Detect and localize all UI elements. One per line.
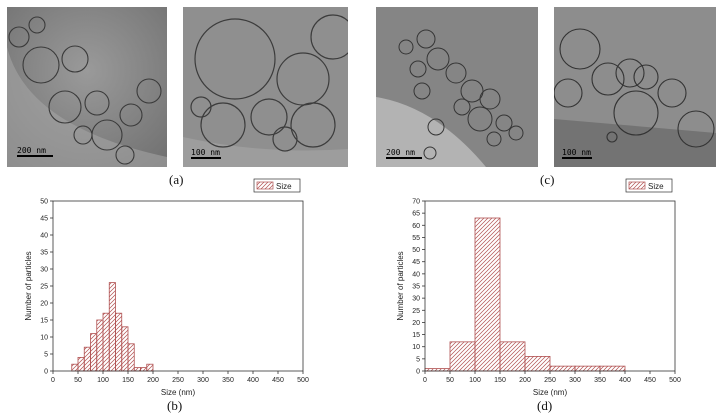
histogram-d: 0 50 100 150 200 250 300 350 400 450 500 0 5 10 15 20 25…	[360, 178, 722, 397]
micrograph-c-left-image: 200 nm	[376, 7, 538, 167]
legend-label: Size	[648, 182, 664, 191]
y-tick-label: 70	[412, 199, 420, 206]
histogram-bar	[574, 365, 601, 372]
y-tick-label: 30	[412, 296, 420, 303]
x-tick-label: 450	[644, 377, 656, 384]
histogram-bar	[90, 333, 98, 372]
y-tick-label: 45	[40, 216, 48, 223]
histogram-bar	[524, 356, 551, 372]
y-tick-label: 5	[416, 356, 420, 363]
micrograph-c-left: 200 nm	[376, 7, 538, 167]
x-tick-label: 300	[197, 377, 209, 384]
x-tick-label: 100	[97, 377, 109, 384]
x-axis-label: Size (nm)	[533, 388, 568, 397]
micrograph-a-right-image: 100 nm	[183, 7, 348, 167]
histogram-bar	[449, 341, 476, 372]
x-tick-label: 250	[172, 377, 184, 384]
micrograph-a-left-image: 200 nm	[7, 7, 167, 167]
histogram-bar	[474, 217, 501, 372]
histogram-bar	[140, 367, 148, 372]
x-tick-label: 450	[272, 377, 284, 384]
histogram-bar	[108, 282, 116, 372]
y-tick-label: 55	[412, 235, 420, 242]
histogram-bar	[133, 367, 141, 372]
x-tick-label: 350	[594, 377, 606, 384]
histogram-bar	[599, 365, 626, 372]
histogram-bar	[83, 346, 91, 372]
histogram-bar	[121, 326, 129, 372]
x-tick-label: 50	[446, 377, 454, 384]
scalebar-label: 100 nm	[562, 148, 591, 157]
panel-label-a: (a)	[169, 172, 184, 187]
x-tick-label: 150	[494, 377, 506, 384]
histogram-bar	[146, 363, 154, 372]
legend-label: Size	[276, 182, 292, 191]
histogram-bar	[115, 312, 123, 372]
x-tick-label: 500	[669, 377, 681, 384]
y-tick-label: 5	[44, 352, 48, 359]
histogram-bar	[549, 365, 576, 372]
y-tick-label: 50	[40, 199, 48, 206]
histogram-bar	[127, 343, 135, 372]
y-tick-label: 65	[412, 211, 420, 218]
y-tick-label: 40	[40, 233, 48, 240]
x-tick-label: 300	[569, 377, 581, 384]
x-tick-label: 100	[469, 377, 481, 384]
panel-label-c: (c)	[540, 172, 555, 187]
legend-swatch	[256, 181, 274, 190]
y-tick-label: 35	[412, 284, 420, 291]
x-tick-label: 200	[147, 377, 159, 384]
y-tick-label: 45	[412, 259, 420, 266]
legend-swatch	[628, 181, 646, 190]
x-tick-label: 50	[74, 377, 82, 384]
y-tick-label: 25	[40, 284, 48, 291]
y-tick-label: 15	[40, 318, 48, 325]
histogram-b: 0 50 100 150 200 250 300 350 400 450 500 0 5 10 15 20 25…	[0, 178, 360, 397]
y-tick-label: 60	[412, 223, 420, 230]
y-tick-label: 15	[412, 332, 420, 339]
scalebar-label: 100 nm	[191, 148, 220, 157]
scalebar-label: 200 nm	[17, 146, 46, 155]
x-tick-label: 350	[222, 377, 234, 384]
histogram-b-svg: 0 50 100 150 200 250 300 350 400 450 500 0 5 10 15 20 25…	[24, 178, 309, 397]
y-tick-label: 0	[44, 369, 48, 376]
micrograph-a-left: 200 nm	[7, 7, 167, 167]
histogram-bar	[77, 356, 85, 372]
y-tick-label: 50	[412, 247, 420, 254]
y-tick-label: 20	[40, 301, 48, 308]
y-tick-label: 10	[412, 344, 420, 351]
x-tick-label: 150	[122, 377, 134, 384]
y-tick-label: 20	[412, 320, 420, 327]
x-tick-label: 200	[519, 377, 531, 384]
x-tick-label: 400	[247, 377, 259, 384]
y-tick-label: 30	[40, 267, 48, 274]
x-tick-label: 250	[544, 377, 556, 384]
histogram-bar	[96, 319, 104, 372]
histogram-d-svg: 0 50 100 150 200 250 300 350 400 450 500 0 5 10 15 20 25…	[396, 178, 681, 397]
histogram-bar	[499, 341, 526, 372]
panel-label-b: (b)	[167, 398, 183, 413]
scalebar-label: 200 nm	[386, 148, 415, 157]
panel-label-d: (d)	[537, 398, 553, 413]
micrograph-c-right: 100 nm	[554, 7, 716, 167]
micrograph-c-right-image: 100 nm	[554, 7, 716, 167]
histogram-bar	[71, 363, 79, 372]
x-tick-label: 0	[51, 377, 55, 384]
x-tick-label: 0	[423, 377, 427, 384]
x-tick-label: 400	[619, 377, 631, 384]
histogram-bar	[102, 312, 110, 372]
y-tick-label: 0	[416, 369, 420, 376]
x-tick-label: 500	[297, 377, 309, 384]
y-tick-label: 40	[412, 271, 420, 278]
y-tick-label: 10	[40, 335, 48, 342]
y-tick-label: 35	[40, 250, 48, 257]
y-axis-label: Number of particles	[24, 251, 33, 320]
y-tick-label: 25	[412, 308, 420, 315]
y-axis-label: Number of particles	[396, 251, 405, 320]
micrograph-a-right: 100 nm	[183, 7, 348, 167]
x-axis-label: Size (nm)	[161, 388, 196, 397]
